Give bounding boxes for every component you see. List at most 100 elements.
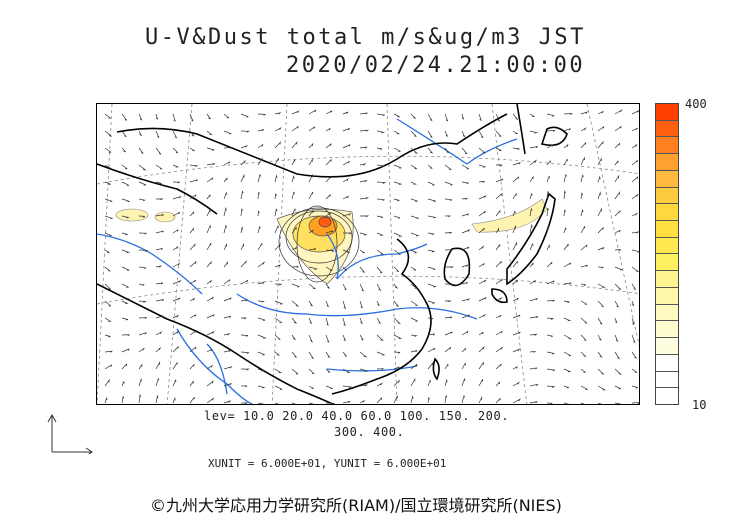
- wind-arrow: [461, 164, 470, 170]
- wind-arrow: [359, 351, 368, 358]
- wind-arrow: [206, 330, 215, 336]
- wind-arrow: [155, 299, 165, 302]
- wind-arrow: [223, 349, 232, 353]
- wind-arrow: [257, 261, 266, 268]
- wind-arrow: [580, 300, 588, 305]
- wind-arrow: [614, 334, 619, 343]
- wind-arrow: [223, 243, 228, 251]
- wind-arrow: [257, 210, 260, 217]
- wind-arrow: [257, 157, 263, 166]
- wind-arrow: [342, 300, 347, 310]
- wind-arrow: [257, 317, 266, 321]
- wind-arrow: [427, 113, 433, 122]
- wind-arrow: [376, 113, 385, 117]
- wind-arrow: [563, 317, 572, 322]
- wind-arrow: [427, 198, 436, 202]
- wind-arrow: [580, 174, 584, 183]
- wind-arrow: [104, 283, 112, 290]
- wind-arrow: [376, 147, 383, 150]
- wind-arrow: [597, 385, 607, 391]
- wind-arrow: [614, 142, 621, 149]
- wind-arrow: [546, 144, 554, 149]
- colorbar-max-label: 400: [685, 97, 707, 111]
- wind-arrow: [359, 283, 364, 292]
- wind-arrow: [529, 113, 535, 118]
- wind-arrow: [257, 174, 261, 183]
- wind-arrow: [393, 300, 399, 307]
- wind-arrow: [291, 368, 299, 375]
- wind-arrow: [376, 198, 385, 201]
- wind-arrow: [274, 141, 282, 149]
- wind-arrow: [189, 314, 197, 319]
- wind-arrow: [206, 177, 214, 183]
- forecast-datetime: 2020/02/24.21:00:00: [286, 53, 586, 78]
- wind-arrow: [325, 402, 336, 404]
- wind-arrow: [291, 126, 299, 132]
- wind-arrow: [121, 348, 130, 353]
- wind-arrow: [410, 215, 419, 220]
- wind-arrow: [376, 181, 387, 184]
- wind-arrow: [393, 395, 398, 404]
- wind-arrow: [427, 283, 437, 288]
- wind-arrow: [461, 331, 469, 336]
- wind-arrow: [614, 317, 618, 324]
- wind-arrow: [342, 144, 351, 149]
- wind-arrow: [257, 385, 266, 389]
- dust-plume-west-2: [154, 211, 176, 223]
- wind-arrow: [631, 143, 638, 149]
- wind-arrow: [257, 144, 264, 149]
- wind-arrow: [104, 334, 111, 338]
- wind-arrow: [342, 266, 347, 271]
- wind-arrow: [495, 314, 502, 319]
- wind-arrow: [308, 209, 314, 217]
- wind-arrow: [240, 130, 251, 133]
- wind-arrow: [427, 347, 436, 353]
- wind-arrow: [376, 215, 384, 219]
- wind-arrow: [478, 396, 483, 404]
- wind-arrow: [342, 111, 349, 115]
- wind-arrow: [308, 317, 313, 325]
- wind-arrow: [580, 351, 587, 357]
- wind-arrow: [529, 193, 533, 200]
- wind-arrow: [563, 243, 569, 251]
- wind-arrow: [104, 266, 111, 272]
- wind-arrow: [614, 385, 622, 390]
- wind-arrow: [597, 334, 602, 341]
- wind-arrow: [343, 232, 352, 235]
- colorbar-segment: [656, 187, 678, 205]
- wind-arrow: [597, 368, 604, 375]
- wind-arrow: [172, 147, 179, 154]
- wind-arrow: [495, 113, 501, 122]
- wind-arrow: [580, 142, 587, 149]
- wind-arrow: [172, 362, 178, 370]
- wind-arrow: [308, 368, 315, 375]
- wind-arrow: [223, 383, 232, 387]
- wind-arrow: [546, 402, 553, 404]
- wind-arrow: [478, 345, 485, 353]
- colorbar-segment: [656, 154, 678, 171]
- wind-arrow: [223, 192, 228, 200]
- wind-arrow: [274, 317, 283, 323]
- wind-arrow: [325, 351, 330, 358]
- wind-arrow: [580, 385, 588, 390]
- wind-arrow: [427, 266, 436, 271]
- wind-arrow: [121, 317, 128, 321]
- wind-arrow: [155, 361, 161, 370]
- wind-arrow: [155, 164, 163, 170]
- wind-arrow: [138, 113, 143, 121]
- wind-arrow: [206, 397, 215, 404]
- wind-arrow: [546, 385, 556, 388]
- wind-arrow: [206, 364, 214, 370]
- wind-arrow: [359, 232, 367, 236]
- wind-arrow: [478, 113, 482, 122]
- wind-arrow: [393, 130, 401, 135]
- wind-arrow: [138, 332, 147, 336]
- wind-arrow: [138, 300, 147, 303]
- wind-arrow: [478, 279, 487, 285]
- wind-arrow: [223, 177, 228, 183]
- wind-arrow: [529, 243, 534, 251]
- wind-arrow: [223, 297, 232, 302]
- japan-kyushu: [491, 288, 508, 304]
- wind-arrow: [495, 210, 501, 217]
- wind-arrow: [223, 224, 227, 234]
